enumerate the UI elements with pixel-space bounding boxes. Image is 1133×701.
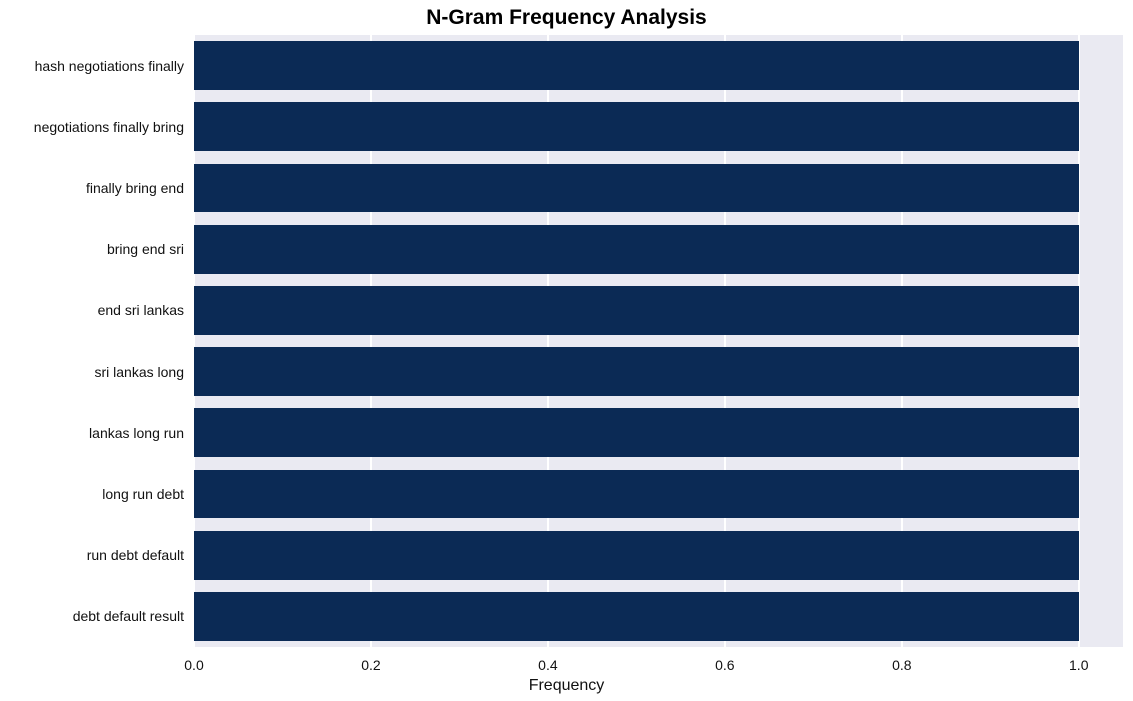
y-tick-label: lankas long run	[0, 425, 184, 441]
bar	[194, 531, 1079, 580]
x-tick-label: 0.2	[341, 657, 401, 673]
y-tick-label: negotiations finally bring	[0, 119, 184, 135]
bar	[194, 286, 1079, 335]
y-tick-label: bring end sri	[0, 241, 184, 257]
bar	[194, 225, 1079, 274]
x-tick-label: 0.4	[518, 657, 578, 673]
x-tick-label: 0.8	[872, 657, 932, 673]
y-tick-label: run debt default	[0, 547, 184, 563]
bar	[194, 347, 1079, 396]
bar	[194, 592, 1079, 641]
bar	[194, 470, 1079, 519]
ngram-frequency-chart: N-Gram Frequency Analysis Frequency 0.0 0…	[0, 0, 1133, 701]
x-tick-label: 0.6	[695, 657, 755, 673]
plot-area	[194, 35, 1123, 647]
bar	[194, 408, 1079, 457]
x-tick-label: 0.0	[164, 657, 224, 673]
chart-title: N-Gram Frequency Analysis	[0, 6, 1133, 30]
y-tick-label: finally bring end	[0, 180, 184, 196]
bar	[194, 102, 1079, 151]
bar	[194, 41, 1079, 90]
bar	[194, 164, 1079, 213]
x-axis-label: Frequency	[0, 677, 1133, 695]
x-tick-label: 1.0	[1049, 657, 1109, 673]
y-tick-label: long run debt	[0, 486, 184, 502]
y-tick-label: end sri lankas	[0, 302, 184, 318]
y-tick-label: debt default result	[0, 608, 184, 624]
y-tick-label: hash negotiations finally	[0, 58, 184, 74]
y-tick-label: sri lankas long	[0, 364, 184, 380]
